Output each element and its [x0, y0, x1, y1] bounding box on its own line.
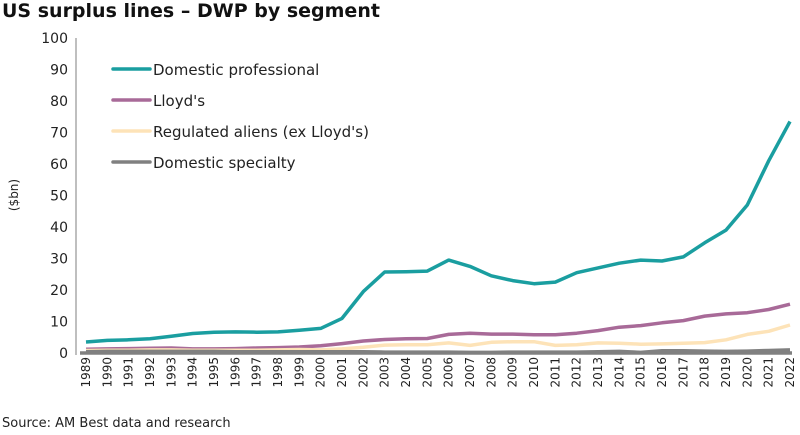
- legend-label: Domestic professional: [153, 61, 319, 79]
- x-tick-label: 2020: [740, 357, 754, 388]
- x-tick-label: 2016: [655, 357, 669, 388]
- x-tick-label: 1997: [250, 357, 264, 388]
- y-tick-label: 50: [50, 189, 68, 205]
- x-tick-label: 1992: [143, 357, 157, 388]
- y-tick-label: 20: [50, 283, 68, 299]
- x-tick-label: 1993: [164, 357, 178, 388]
- x-tick-label: 2021: [762, 357, 776, 388]
- x-tick-label: 2011: [548, 357, 562, 388]
- x-tick-label: 2022: [783, 357, 797, 388]
- y-tick-label: 90: [50, 63, 68, 79]
- x-tick-label: 2004: [399, 357, 413, 388]
- x-tick-label: 2008: [484, 357, 498, 388]
- source-note: Source: AM Best data and research: [2, 416, 231, 431]
- x-tick-label: 2013: [591, 357, 605, 388]
- x-tick-label: 1990: [100, 357, 114, 388]
- y-tick-label: 30: [50, 252, 68, 268]
- x-tick-label: 1995: [207, 357, 221, 388]
- x-tick-label: 1991: [122, 357, 136, 388]
- y-tick-label: 10: [50, 315, 68, 331]
- x-tick-label: 2001: [335, 357, 349, 388]
- x-tick-label: 1999: [292, 357, 306, 388]
- x-tick-label: 1989: [79, 357, 93, 388]
- x-tick-label: 2003: [378, 357, 392, 388]
- y-tick-label: 0: [59, 346, 68, 362]
- y-tick-label: 80: [50, 94, 68, 110]
- x-tick-label: 2005: [420, 357, 434, 388]
- x-tick-label: 1994: [186, 357, 200, 388]
- y-tick-label: 70: [50, 126, 68, 142]
- x-tick-label: 2012: [570, 357, 584, 388]
- y-axis-label: ($bn): [7, 179, 21, 211]
- x-tick-label: 2018: [698, 357, 712, 388]
- series-line-0: [85, 120, 792, 344]
- x-tick-label: 2000: [314, 357, 328, 388]
- chart-title: US surplus lines – DWP by segment: [2, 0, 380, 22]
- x-tick-label: 2017: [676, 357, 690, 388]
- x-tick-label: 2010: [527, 357, 541, 388]
- x-tick-label: 2002: [356, 357, 370, 388]
- x-tick-label: 2007: [463, 357, 477, 388]
- x-tick-label: 2006: [442, 357, 456, 388]
- x-tick-label: 2019: [719, 357, 733, 388]
- x-tick-label: 2014: [612, 357, 626, 388]
- legend-label: Domestic specialty: [153, 154, 296, 172]
- y-tick-label: 60: [50, 157, 68, 173]
- y-tick-label: 40: [50, 220, 68, 236]
- legend-label: Lloyd's: [153, 92, 205, 110]
- x-tick-label: 2015: [634, 357, 648, 388]
- x-tick-label: 1998: [271, 357, 285, 388]
- y-tick-label: 100: [41, 31, 68, 47]
- legend-label: Regulated aliens (ex Lloyd's): [153, 123, 369, 141]
- x-tick-label: 1996: [228, 357, 242, 388]
- x-tick-label: 2009: [506, 357, 520, 388]
